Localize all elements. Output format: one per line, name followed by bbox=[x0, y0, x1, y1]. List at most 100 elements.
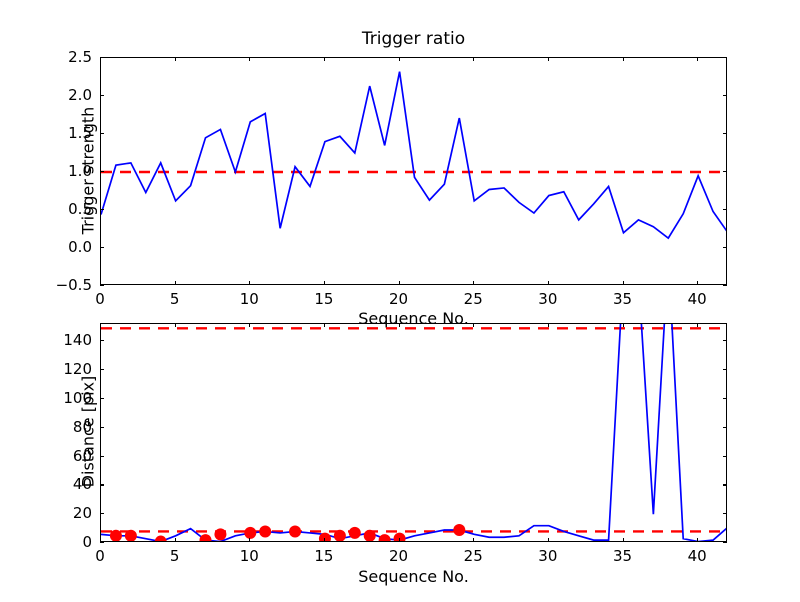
x-tick-mark bbox=[100, 57, 102, 61]
chart-trigger-ratio: Trigger ratio −0.5 0.0 0.5 1.0 1.5 2.0 2.5 0 5 1… bbox=[56, 29, 727, 328]
x-tick-mark bbox=[622, 323, 624, 327]
y-tick-label: 20 bbox=[72, 504, 92, 523]
data-marker bbox=[453, 524, 466, 537]
y-tick-label: 40 bbox=[72, 475, 92, 494]
data-marker bbox=[378, 534, 391, 541]
x-tick-mark bbox=[174, 323, 176, 327]
x-tick-label: 5 bbox=[169, 547, 180, 565]
x-tick-label: 25 bbox=[463, 547, 483, 565]
y-tick-mark bbox=[723, 513, 727, 515]
data-marker bbox=[244, 526, 257, 539]
y-tick-mark bbox=[723, 542, 727, 544]
y-tick-label: 140 bbox=[63, 331, 92, 350]
data-marker bbox=[199, 534, 212, 541]
x-tick-mark bbox=[398, 323, 400, 327]
x-tick-mark bbox=[697, 538, 699, 542]
x-tick-label: 25 bbox=[463, 290, 483, 308]
chart-distance: 0 20 40 60 80 100 120 140 0 5 10 15 20 25 30 35 40 Dist… bbox=[63, 323, 727, 586]
x-tick-mark bbox=[547, 57, 550, 61]
y-tick-mark bbox=[723, 133, 727, 135]
x-tick-mark bbox=[622, 538, 624, 542]
y-tick-mark bbox=[100, 426, 104, 428]
y-tick-mark bbox=[100, 397, 104, 400]
x-tick-label: 15 bbox=[314, 290, 334, 308]
data-marker bbox=[348, 526, 361, 539]
x-tick-mark bbox=[547, 323, 550, 327]
x-tick-label: 35 bbox=[612, 547, 633, 565]
y-tick-mark bbox=[100, 340, 104, 342]
x-tick-mark bbox=[323, 57, 326, 61]
y-tick-mark bbox=[100, 209, 104, 211]
x-tick-label: 30 bbox=[538, 547, 558, 565]
y-tick-mark bbox=[100, 171, 104, 173]
x-tick-mark bbox=[398, 538, 400, 542]
data-marker bbox=[289, 525, 302, 538]
x-tick-label: 35 bbox=[612, 290, 633, 308]
x-tick-label: 15 bbox=[314, 547, 334, 565]
y-tick-label: 0.5 bbox=[68, 200, 92, 218]
plot-area-trigger-ratio bbox=[100, 57, 727, 285]
y-tick-mark bbox=[723, 95, 727, 97]
y-tick-label: 60 bbox=[72, 446, 92, 465]
x-tick-mark bbox=[697, 281, 699, 285]
y-tick-mark bbox=[723, 455, 727, 457]
data-marker bbox=[259, 525, 272, 538]
chart-title-trigger-ratio: Trigger ratio bbox=[361, 29, 466, 49]
x-tick-mark bbox=[249, 57, 251, 61]
x-tick-mark bbox=[174, 538, 176, 542]
y-tick-label: 0 bbox=[82, 533, 92, 551]
x-tick-mark bbox=[473, 538, 475, 542]
x-tick-mark bbox=[323, 281, 326, 285]
x-tick-mark bbox=[323, 323, 326, 327]
y-tick-label: 1.5 bbox=[68, 124, 92, 142]
data-marker bbox=[154, 535, 167, 541]
x-tick-mark bbox=[100, 281, 102, 285]
data-marker bbox=[393, 532, 406, 541]
x-tick-mark bbox=[249, 323, 251, 327]
x-tick-mark bbox=[697, 323, 699, 327]
y-tick-label: 80 bbox=[72, 417, 92, 436]
y-tick-mark bbox=[100, 542, 104, 544]
x-tick-mark bbox=[697, 57, 699, 61]
y-tick-mark bbox=[723, 285, 727, 287]
x-tick-mark bbox=[398, 281, 400, 285]
data-marker bbox=[318, 532, 331, 541]
y-axis-label-distance-pix: Distance [pix] bbox=[78, 375, 98, 488]
data-line-trigger-ratio bbox=[101, 71, 726, 240]
y-tick-label: 100 bbox=[63, 388, 92, 407]
x-tick-label: 20 bbox=[389, 290, 409, 308]
x-tick-label: 40 bbox=[687, 547, 707, 565]
x-tick-label: 20 bbox=[389, 547, 409, 565]
y-tick-mark bbox=[723, 426, 727, 428]
plot-canvas-trigger-ratio bbox=[101, 71, 726, 240]
data-marker bbox=[333, 529, 346, 541]
x-tick-label: 40 bbox=[687, 290, 707, 308]
y-tick-mark bbox=[100, 57, 104, 59]
x-tick-mark bbox=[473, 323, 475, 327]
x-tick-mark bbox=[174, 57, 176, 61]
data-marker bbox=[109, 529, 122, 541]
x-tick-mark bbox=[547, 281, 550, 285]
x-tick-mark bbox=[100, 323, 102, 327]
x-tick-mark bbox=[398, 57, 400, 61]
y-tick-mark bbox=[723, 247, 727, 249]
y-tick-label: 120 bbox=[63, 360, 92, 379]
y-tick-mark bbox=[100, 369, 104, 371]
y-tick-mark bbox=[723, 209, 727, 211]
y-tick-mark bbox=[723, 484, 727, 486]
x-tick-mark bbox=[249, 281, 251, 285]
y-tick-mark bbox=[100, 285, 104, 287]
y-tick-label: −0.5 bbox=[55, 276, 92, 294]
x-tick-mark bbox=[622, 281, 624, 285]
x-tick-mark bbox=[547, 538, 550, 542]
y-tick-mark bbox=[100, 95, 104, 97]
plot-area-distance bbox=[100, 323, 727, 542]
x-tick-label: 30 bbox=[538, 290, 558, 308]
x-tick-label: 0 bbox=[95, 290, 105, 308]
y-tick-mark bbox=[723, 340, 727, 342]
y-tick-mark bbox=[100, 513, 104, 515]
y-tick-mark bbox=[723, 171, 727, 173]
x-axis-label-sequence-no-bottom: Sequence No. bbox=[358, 567, 469, 586]
x-tick-mark bbox=[323, 538, 326, 542]
x-tick-mark bbox=[249, 538, 251, 542]
